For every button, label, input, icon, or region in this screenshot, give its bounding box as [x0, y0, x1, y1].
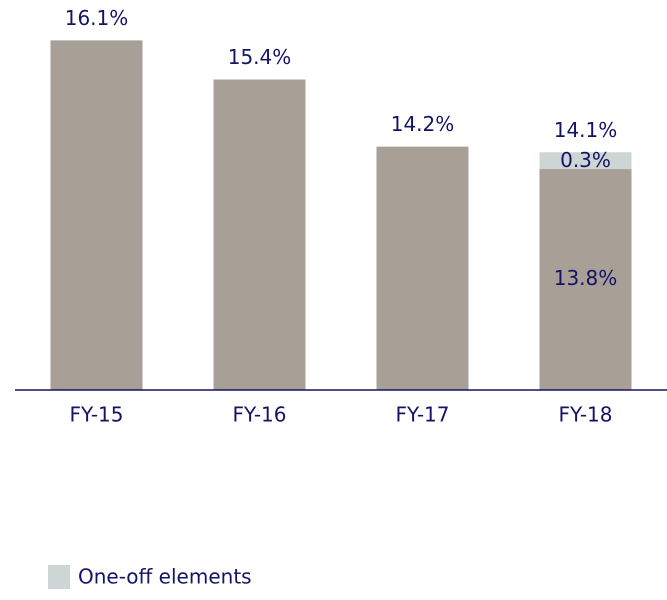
total-label: 14.1% — [554, 118, 618, 142]
x-tick-label: FY-17 — [395, 403, 449, 427]
bar-segment — [376, 146, 469, 390]
total-label: 14.2% — [391, 112, 455, 136]
value-label: 13.8% — [554, 266, 618, 290]
x-tick-label: FY-18 — [558, 403, 612, 427]
total-label: 15.4% — [228, 45, 292, 69]
x-tick-label: FY-15 — [69, 403, 123, 427]
bar-segment — [539, 152, 632, 170]
legend-swatch — [48, 565, 70, 589]
value-label: 0.3% — [560, 148, 611, 172]
total-label: 16.1% — [65, 6, 129, 30]
bar-segment — [213, 79, 306, 390]
bar-segment — [50, 40, 143, 390]
x-tick-label: FY-16 — [232, 403, 286, 427]
bar-segment — [539, 169, 632, 390]
legend-label: One-off elements — [78, 565, 252, 589]
